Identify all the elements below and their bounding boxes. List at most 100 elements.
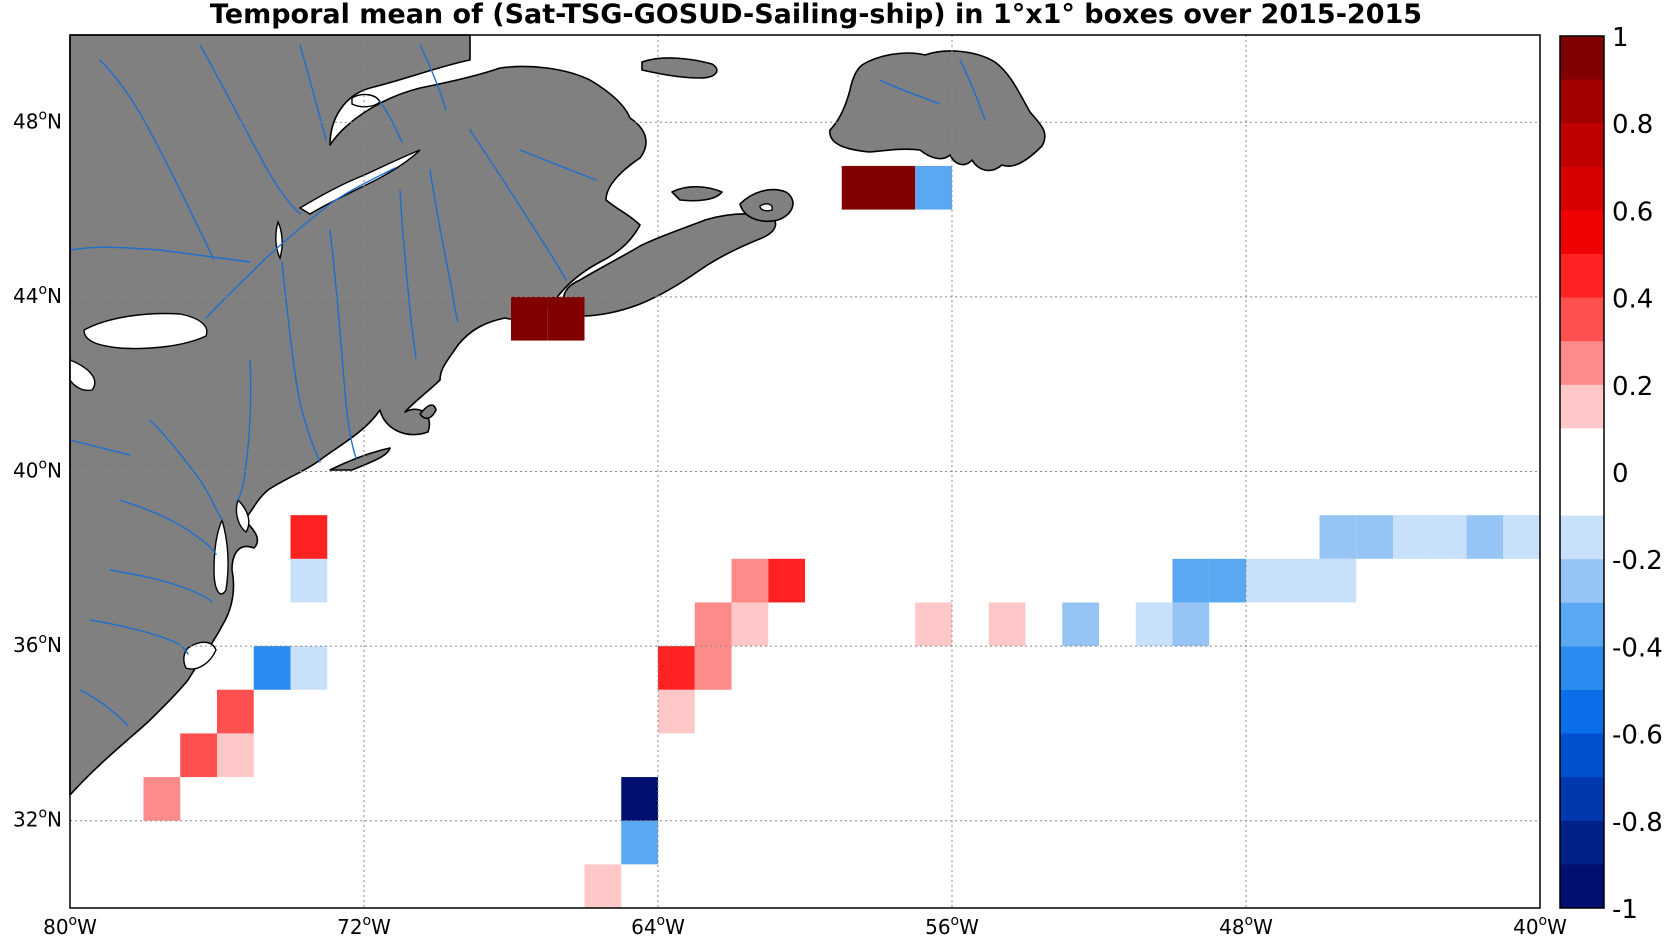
colorbar-segment [1560, 210, 1604, 255]
colorbar-segment [1560, 384, 1604, 429]
cape-cod-landmass [419, 404, 437, 420]
colorbar-segment [1560, 79, 1604, 124]
data-cell [1356, 515, 1393, 559]
data-cell [180, 733, 217, 778]
james-river [109, 569, 213, 603]
pamlico-sound [183, 641, 217, 670]
y-tick-label: 40oN [13, 457, 62, 483]
landmass-layer [69, 34, 1046, 808]
newfoundland-river [879, 79, 941, 105]
y-tick-label: 36oN [13, 631, 62, 657]
roanoke-river [89, 619, 189, 655]
colorbar-segment [1560, 515, 1604, 560]
labrador-river [959, 59, 986, 121]
data-cell [511, 296, 548, 341]
data-cell [915, 602, 952, 647]
data-cell [731, 602, 769, 647]
lake-layer [69, 93, 773, 670]
bras-d-or-lake [759, 203, 773, 212]
colorbar-tick-label: -1 [1612, 895, 1638, 925]
colorbar-tick-label: 0.4 [1612, 285, 1653, 315]
data-cells-layer [143, 165, 1540, 908]
north-america-landmass [69, 34, 647, 796]
data-cell [143, 777, 181, 821]
ottawa-river [69, 246, 251, 263]
colorbar-segment [1560, 254, 1604, 299]
saint-lawrence-estuary [298, 149, 421, 215]
connecticut-river [329, 229, 357, 459]
quebec-river-2 [199, 44, 301, 215]
data-cell [841, 165, 879, 210]
data-cell [1062, 602, 1099, 647]
colorbar-segment [1560, 428, 1604, 473]
map-area [69, 34, 1541, 909]
delaware-bay [235, 498, 250, 534]
data-cell [621, 777, 658, 821]
data-cell [1246, 558, 1283, 603]
quebec-river-4 [419, 44, 447, 111]
colorbar-tick-label: 1 [1612, 23, 1629, 53]
x-tick-label: 72oW [337, 913, 391, 938]
chesapeake-bay [213, 517, 229, 595]
colorbar-segment [1560, 559, 1604, 604]
x-tick-label: 40oW [1513, 913, 1567, 938]
x-axis-ticks: 80oW 72oW 64oW 56oW 48oW 40oW [43, 913, 1567, 938]
hudson-river [281, 261, 321, 463]
nova-scotia-landmass [562, 213, 777, 317]
lake-ontario [83, 312, 208, 350]
data-cell [1172, 602, 1210, 647]
x-tick-label: 48oW [1219, 913, 1273, 938]
data-cell [1429, 515, 1467, 559]
y-tick-label: 48oN [13, 107, 62, 133]
data-cell [253, 646, 291, 690]
data-cell [1503, 515, 1540, 559]
data-cell [1466, 515, 1504, 559]
data-cell [621, 820, 658, 865]
penobscot-river [429, 169, 459, 323]
river-layer [69, 44, 986, 727]
colorbar-segment [1560, 36, 1604, 81]
colorbar-tick-label: -0.8 [1612, 808, 1663, 838]
data-cell [768, 558, 805, 603]
data-cell [1319, 515, 1357, 559]
quebec-river-1 [99, 59, 215, 261]
data-cell [290, 558, 328, 603]
cape-fear-river [79, 689, 129, 727]
y-tick-label: 32oN [13, 806, 62, 832]
colorbar-segment [1560, 690, 1604, 735]
lake-erie [69, 358, 96, 392]
data-cell [1135, 602, 1173, 647]
data-cell [217, 689, 254, 734]
kennebec-river [399, 189, 417, 359]
y-tick-label: 44oN [13, 282, 62, 308]
colorbar-segment [1560, 341, 1604, 386]
colorbar-segment [1560, 166, 1604, 211]
x-tick-label: 80oW [43, 913, 97, 938]
colorbar-tick-label: 0.8 [1612, 110, 1653, 140]
colorbar-segment [1560, 777, 1604, 822]
map-border [69, 34, 1541, 909]
pei-landmass [671, 185, 723, 202]
data-cell [658, 646, 695, 690]
anticosti-landmass [641, 57, 718, 79]
susquehanna-river [149, 419, 223, 521]
colorbar-tick-labels: 1 0.8 0.6 0.4 0.2 0 -0.2 -0.4 -0.6 -0.8 -1 [1612, 23, 1663, 925]
data-cell [1172, 558, 1210, 603]
newfoundland-landmass [829, 50, 1046, 172]
colorbar-segments [1560, 36, 1604, 909]
data-cell [878, 165, 916, 210]
potomac-river [119, 499, 217, 555]
colorbar-tick-label: -0.2 [1612, 546, 1663, 576]
colorbar-tick-label: 0.2 [1612, 372, 1653, 402]
colorbar-segment [1560, 297, 1604, 342]
data-cell [988, 602, 1026, 647]
data-cell [1319, 558, 1357, 603]
saint-lawrence-river [205, 167, 396, 319]
miramichi-river [519, 149, 597, 181]
saguenay-river [379, 101, 403, 143]
data-cell [584, 864, 622, 908]
colorbar-segment [1560, 820, 1604, 865]
grid-layer [70, 35, 1540, 908]
colorbar-tick-label: -0.4 [1612, 633, 1663, 663]
